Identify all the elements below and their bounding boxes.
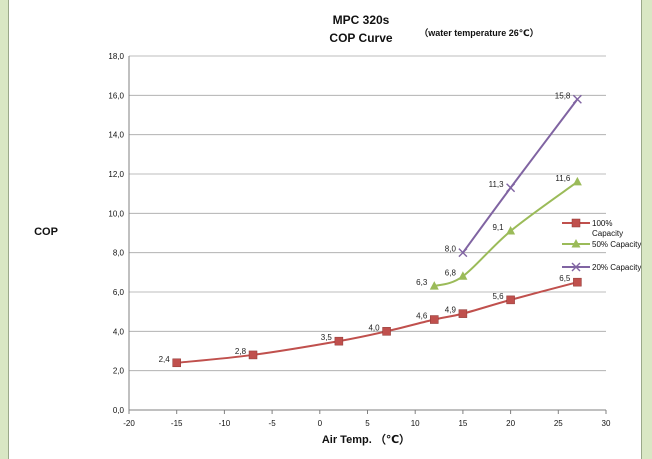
x-tick-label: 25	[554, 419, 563, 428]
data-point	[429, 281, 439, 290]
y-tick-label: 10,0	[108, 209, 124, 218]
series-2: 6,3 6,8 9,1 11,6	[416, 174, 582, 290]
data-point	[573, 277, 582, 287]
legend-item-3: 20% Capacity	[562, 262, 641, 272]
series-3: 8,0 11,3 15,8	[445, 91, 582, 258]
data-label: 4,6	[416, 312, 428, 321]
data-label: 9,1	[492, 223, 504, 232]
data-point-stroke	[572, 94, 582, 104]
legend-label: 100% Capacity	[592, 219, 623, 238]
data-label: 15,8	[555, 91, 571, 100]
y-tick-label: 16,0	[108, 91, 124, 100]
series-line	[433, 181, 578, 288]
data-point	[458, 248, 468, 258]
data-point	[334, 336, 344, 346]
data-label: 3,5	[321, 333, 333, 342]
data-point	[458, 309, 468, 318]
x-tick-label: 30	[602, 419, 611, 428]
y-tick-label: 12,0	[108, 170, 124, 179]
y-tick-label: 4,0	[113, 327, 125, 336]
data-label: 4,9	[445, 306, 457, 315]
axes	[128, 56, 607, 414]
data-point	[572, 176, 582, 186]
x-axis-label: Air Temp. （℃）	[322, 433, 410, 446]
data-point-stroke	[571, 262, 581, 272]
data-point	[506, 183, 516, 193]
x-tick-label: 20	[506, 419, 515, 428]
data-point	[430, 315, 439, 324]
legend-item-1: 100% Capacity	[562, 218, 623, 238]
data-label: 6,3	[416, 278, 428, 287]
x-tick-label: -15	[171, 419, 183, 428]
x-tick-label: -10	[219, 419, 231, 428]
data-point	[248, 350, 258, 360]
series-layer: 2,42,83,54,04,64,95,66,56,36,89,111,68,0…	[159, 91, 582, 368]
data-point	[458, 271, 468, 280]
y-axis-label: COP	[34, 226, 58, 238]
data-point	[506, 295, 515, 305]
chart-subtitle: COP Curve	[329, 31, 392, 45]
data-point-stroke	[506, 183, 516, 193]
x-tick-label: 15	[458, 419, 467, 428]
data-point-stroke	[458, 248, 468, 258]
legend: 100% Capacity 50% Capacity 20% Capacity	[562, 218, 641, 272]
data-label: 2,4	[159, 355, 171, 364]
data-point	[382, 327, 391, 336]
data-label: 4,0	[368, 323, 380, 332]
data-label: 8,0	[445, 245, 457, 254]
data-point	[572, 94, 582, 104]
data-point	[571, 218, 581, 228]
legend-label: 20% Capacity	[592, 263, 641, 272]
data-point	[571, 262, 581, 272]
chart-note: （water temperature 26℃）	[419, 28, 538, 38]
data-label: 5,6	[492, 292, 504, 301]
y-tick-label: 6,0	[113, 288, 125, 297]
data-point	[571, 239, 581, 248]
x-tick-label: -5	[269, 419, 277, 428]
data-label: 11,6	[555, 174, 571, 183]
chart-frame: MPC 320s COP Curve （water temperature 26…	[8, 0, 642, 459]
y-tick-label: 2,0	[113, 367, 125, 376]
x-tick-label: -20	[123, 419, 135, 428]
x-tick-label: 5	[365, 419, 370, 428]
data-point	[172, 358, 181, 368]
y-tick-label: 0,0	[113, 406, 125, 415]
data-label: 2,8	[235, 347, 247, 356]
data-point	[506, 226, 516, 235]
x-tick-label: 0	[318, 419, 323, 428]
x-tick-label: 10	[411, 419, 420, 428]
cop-chart: MPC 320s COP Curve （water temperature 26…	[34, 13, 641, 446]
gridlines	[129, 55, 606, 411]
chart-title: MPC 320s	[333, 13, 390, 27]
data-label: 11,3	[489, 180, 505, 189]
series-1: 2,4 2,8 3,5 4,0 4,6 4,9 5,6 6,5	[159, 274, 582, 368]
y-tick-label: 8,0	[113, 249, 125, 258]
y-tick-label: 18,0	[108, 52, 124, 61]
tick-labels: 0,0 2,0 4,0 6,0 8,0 10,0 12,0 14,0 16,0 18,0 -20 -1…	[108, 52, 611, 428]
y-tick-label: 14,0	[108, 131, 124, 140]
legend-label: 50% Capacity	[592, 240, 641, 249]
data-label: 6,5	[559, 274, 571, 283]
legend-item-2: 50% Capacity	[562, 239, 641, 249]
data-label: 6,8	[445, 268, 457, 277]
